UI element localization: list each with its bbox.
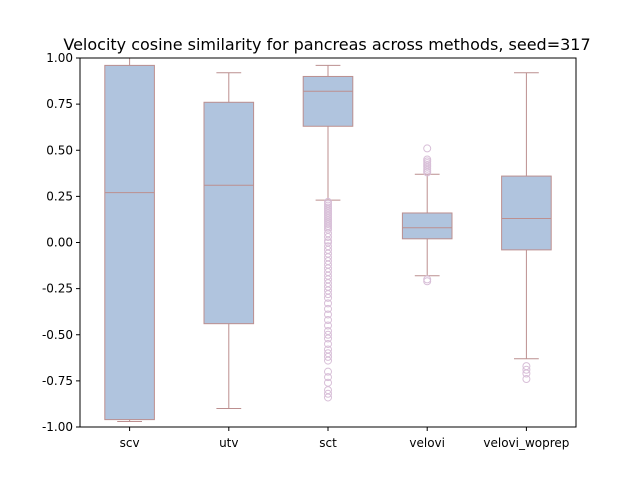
x-tick-label: utv — [219, 436, 238, 450]
box-group-sct — [302, 64, 354, 402]
outlier-point — [522, 369, 531, 378]
outlier-point — [324, 367, 332, 376]
y-tick-label: -0.50 — [42, 328, 73, 342]
box-group-utv — [203, 72, 255, 410]
outlier-point — [324, 321, 332, 330]
outlier-point — [324, 304, 332, 313]
outlier-point — [324, 290, 332, 299]
box-group-velovi_woprep — [501, 72, 552, 384]
outlier-point — [423, 155, 432, 164]
y-tick-label: 0.00 — [46, 236, 73, 250]
box-utv — [203, 101, 255, 325]
y-tick-label: 0.50 — [46, 143, 73, 157]
outlier-point — [324, 299, 332, 308]
outlier-point — [324, 393, 332, 402]
y-tick-label: -1.00 — [42, 420, 73, 434]
y-tick-label: -0.25 — [42, 282, 73, 296]
outlier-point — [522, 365, 531, 374]
box-group-scv — [104, 57, 155, 422]
plot-area — [104, 57, 552, 422]
box-group-velovi — [401, 144, 453, 286]
outlier-point — [324, 334, 332, 343]
x-tick-label: velovi — [409, 436, 445, 450]
x-tick-label: sct — [319, 436, 337, 450]
outlier-point — [324, 339, 332, 348]
outlier-point — [324, 389, 332, 398]
y-tick-label: -0.75 — [42, 374, 73, 388]
outlier-point — [324, 293, 332, 302]
box-sct — [302, 75, 354, 127]
outlier-point — [324, 373, 332, 382]
outlier-point — [324, 232, 332, 241]
y-tick-label: 0.75 — [46, 97, 73, 111]
outlier-point — [324, 330, 332, 339]
outlier-point — [423, 277, 432, 286]
y-tick-label: 0.25 — [46, 189, 73, 203]
outlier-point — [324, 352, 332, 361]
outlier-point — [423, 144, 432, 153]
x-tick-label: scv — [120, 436, 140, 450]
outlier-point — [324, 310, 332, 319]
box-scv — [104, 64, 155, 421]
axis-ticks: scv utv sct velovi velovi_woprep -1.00 -0.75 -0… — [42, 51, 569, 450]
x-tick-label: velovi_woprep — [483, 436, 569, 450]
outlier-point — [522, 375, 531, 384]
box-velovi — [401, 212, 453, 240]
outlier-point — [324, 356, 332, 365]
outlier-point — [324, 315, 332, 324]
y-tick-label: 1.00 — [46, 51, 73, 65]
box-velovi_woprep — [501, 175, 552, 251]
chart-title: Velocity cosine similarity for pancreas … — [63, 35, 590, 54]
